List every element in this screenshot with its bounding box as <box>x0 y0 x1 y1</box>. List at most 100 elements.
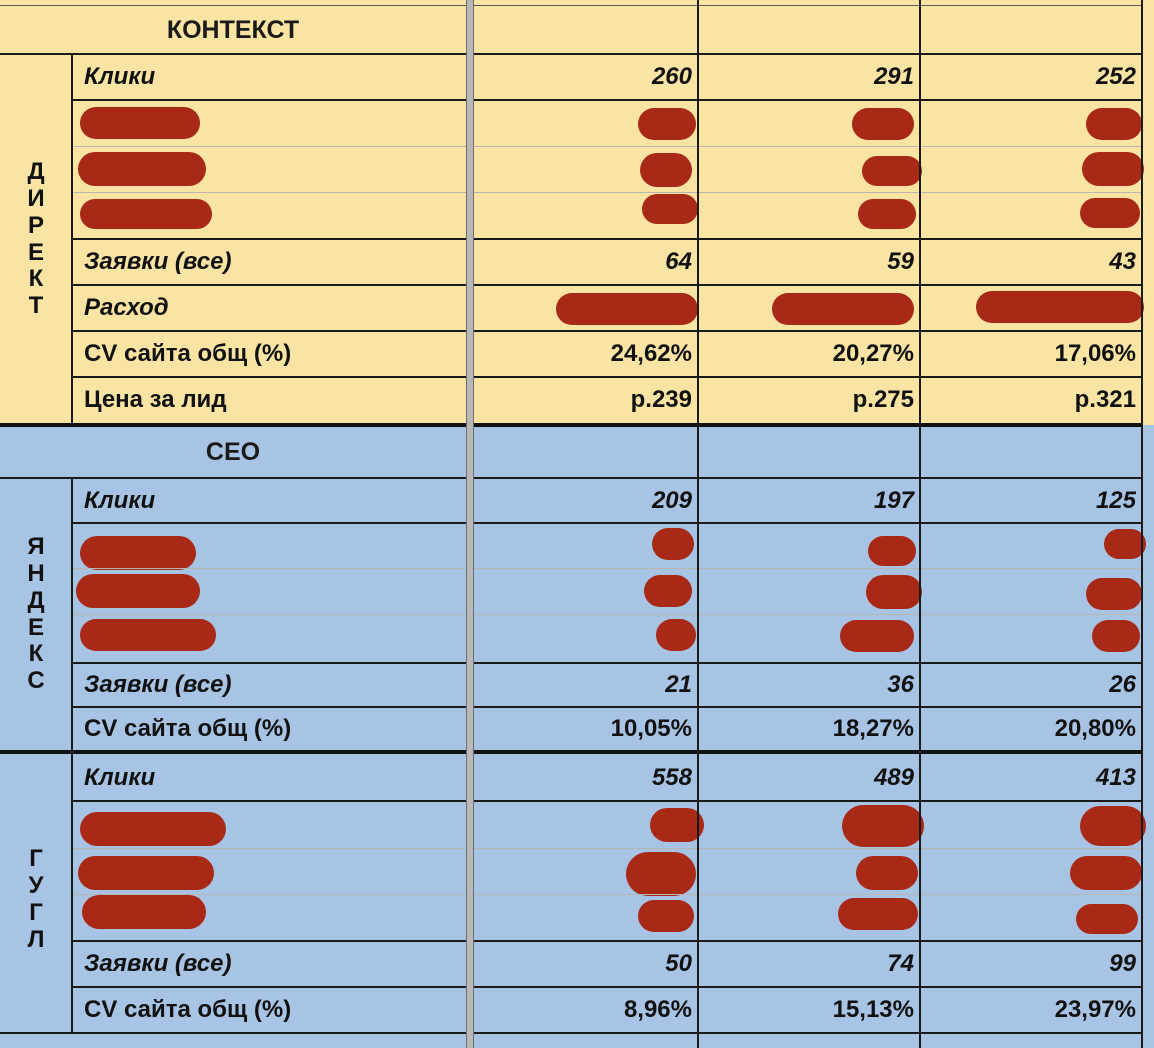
grid-line <box>0 5 1142 6</box>
redacted-value <box>652 528 694 560</box>
grid-line <box>72 706 1142 708</box>
yandex-leads-col1[interactable]: 21 <box>665 671 692 698</box>
yandex-cv-col1[interactable]: 10,05% <box>610 715 692 742</box>
seo-section-fill <box>0 425 1154 1048</box>
google-cv-col2[interactable]: 15,13% <box>832 996 914 1023</box>
yandex-leads-col2[interactable]: 36 <box>887 671 914 698</box>
google-leads-col3[interactable]: 99 <box>1109 950 1136 977</box>
redacted-value <box>1086 578 1142 610</box>
redacted-value <box>862 156 922 186</box>
redacted-value <box>1082 152 1144 186</box>
redacted-value <box>1070 856 1142 890</box>
direct-clicks-col2[interactable]: 291 <box>873 63 914 90</box>
redacted-label <box>80 199 212 229</box>
google-cv-label: CV сайта общ (%) <box>84 996 292 1023</box>
grid-line <box>72 568 1142 569</box>
redacted-value <box>638 108 696 140</box>
redacted-value <box>1080 806 1146 846</box>
redacted-value <box>866 575 922 609</box>
redacted-value <box>644 575 692 607</box>
yandex-group-label: Я Н Д Е К С <box>27 532 45 695</box>
google-clicks-label: Клики <box>84 764 156 791</box>
redacted-value <box>852 108 914 140</box>
yandex-clicks-col1[interactable]: 209 <box>651 487 692 514</box>
grid-line <box>72 848 1142 849</box>
direct-clicks-col3[interactable]: 252 <box>1095 63 1136 90</box>
grid-line <box>71 754 73 1034</box>
redacted-value <box>840 620 914 652</box>
yandex-cv-col3[interactable]: 20,80% <box>1054 715 1136 742</box>
redacted-value <box>868 536 916 566</box>
google-group-label: Г У Г Л <box>27 845 45 953</box>
redacted-value <box>856 856 918 890</box>
redacted-spend <box>556 293 698 325</box>
redacted-label <box>76 574 200 608</box>
direct-cpl-col3[interactable]: р.321 <box>1074 386 1136 413</box>
direct-cv-label: CV сайта общ (%) <box>84 340 292 367</box>
grid-line <box>72 192 1142 193</box>
grid-line <box>72 99 1142 101</box>
group-divider <box>0 750 1142 754</box>
yandex-cv-label: CV сайта общ (%) <box>84 715 292 742</box>
grid-line <box>72 986 1142 988</box>
grid-line <box>72 800 1142 802</box>
direct-cpl-col2[interactable]: р.275 <box>852 386 914 413</box>
direct-cv-col3[interactable]: 17,06% <box>1054 340 1136 367</box>
google-leads-col2[interactable]: 74 <box>887 950 914 977</box>
google-clicks-col3[interactable]: 413 <box>1095 764 1136 791</box>
grid-line <box>72 614 1142 615</box>
grid-line <box>0 477 1142 479</box>
redacted-label <box>80 812 226 846</box>
direct-leads-col1[interactable]: 64 <box>665 248 692 275</box>
grid-line <box>71 54 73 423</box>
grid-line <box>72 238 1142 240</box>
direct-cpl-label: Цена за лид <box>84 386 227 413</box>
yandex-cv-col2[interactable]: 18,27% <box>832 715 914 742</box>
yandex-leads-col3[interactable]: 26 <box>1109 671 1136 698</box>
grid-line <box>1141 0 1143 1048</box>
yandex-clicks-col3[interactable]: 125 <box>1095 487 1136 514</box>
direct-cv-col1[interactable]: 24,62% <box>610 340 692 367</box>
direct-clicks-col1[interactable]: 260 <box>651 63 692 90</box>
redacted-spend <box>976 291 1144 323</box>
redacted-label <box>80 536 196 570</box>
grid-line <box>71 479 73 750</box>
direct-leads-label: Заявки (все) <box>84 248 232 275</box>
freeze-pane-divider[interactable] <box>466 0 474 1048</box>
context-section-header: КОНТЕКСТ <box>166 15 300 44</box>
direct-group-label: Д И Р Е К Т <box>27 157 45 320</box>
redacted-value <box>1076 904 1138 934</box>
redacted-value <box>1086 108 1142 140</box>
google-clicks-col2[interactable]: 489 <box>873 764 914 791</box>
grid-line <box>0 1032 1142 1034</box>
redacted-value <box>640 153 692 187</box>
redacted-value <box>1104 529 1146 559</box>
yandex-clicks-label: Клики <box>84 487 156 514</box>
yandex-clicks-col2[interactable]: 197 <box>873 487 914 514</box>
redacted-value <box>638 900 694 932</box>
grid-line <box>72 376 1142 378</box>
direct-cpl-col1[interactable]: р.239 <box>630 386 692 413</box>
redacted-value <box>838 898 918 930</box>
google-cv-col3[interactable]: 23,97% <box>1054 996 1136 1023</box>
redacted-value <box>1080 198 1140 228</box>
google-leads-col1[interactable]: 50 <box>665 950 692 977</box>
redacted-value <box>642 194 698 224</box>
direct-cv-col2[interactable]: 20,27% <box>832 340 914 367</box>
grid-line <box>72 894 1142 895</box>
direct-clicks-label: Клики <box>84 63 156 90</box>
redacted-spend <box>772 293 914 325</box>
section-divider <box>0 423 1142 427</box>
grid-line <box>72 522 1142 524</box>
google-leads-label: Заявки (все) <box>84 950 232 977</box>
redacted-label <box>78 856 214 890</box>
grid-line <box>72 662 1142 664</box>
direct-leads-col3[interactable]: 43 <box>1109 248 1136 275</box>
direct-leads-col2[interactable]: 59 <box>887 248 914 275</box>
google-clicks-col1[interactable]: 558 <box>651 764 692 791</box>
google-cv-col1[interactable]: 8,96% <box>623 996 692 1023</box>
redacted-value <box>650 808 704 842</box>
grid-line <box>697 0 699 1048</box>
grid-line <box>72 940 1142 942</box>
